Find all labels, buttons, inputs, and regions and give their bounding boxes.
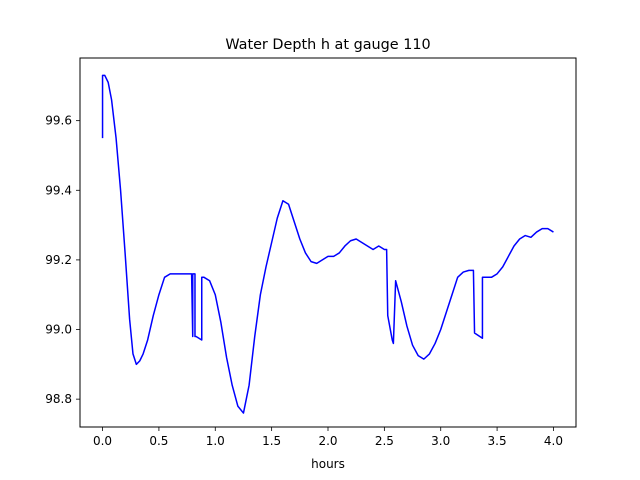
x-tick-label: 2.0 [318,434,337,448]
y-tick-label: 99.2 [45,253,72,267]
y-tick-label: 99.0 [45,323,72,337]
x-tick-label: 0.0 [93,434,112,448]
x-tick-label: 1.0 [206,434,225,448]
y-tick-label: 99.4 [45,183,72,197]
chart-title: Water Depth h at gauge 110 [225,37,430,53]
x-tick-label: 4.0 [544,434,563,448]
x-tick-label: 3.5 [488,434,507,448]
y-tick-label: 98.8 [45,392,72,406]
plot-area [101,74,554,414]
y-tick-label: 99.6 [45,114,72,128]
x-tick-label: 2.5 [375,434,394,448]
series-line-0 [101,74,554,414]
x-tick-label: 3.0 [431,434,450,448]
x-tick-label: 1.5 [262,434,281,448]
x-axis-label: hours [311,457,345,471]
x-tick-label: 0.5 [149,434,168,448]
